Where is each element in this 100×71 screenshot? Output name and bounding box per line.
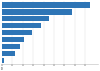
Bar	[2, 9, 72, 15]
Bar	[2, 44, 20, 49]
Bar	[2, 30, 32, 35]
Bar	[2, 37, 24, 42]
Bar	[2, 23, 41, 28]
Bar	[2, 16, 49, 22]
Bar	[2, 58, 4, 63]
Bar	[2, 51, 16, 56]
Bar	[2, 2, 90, 8]
